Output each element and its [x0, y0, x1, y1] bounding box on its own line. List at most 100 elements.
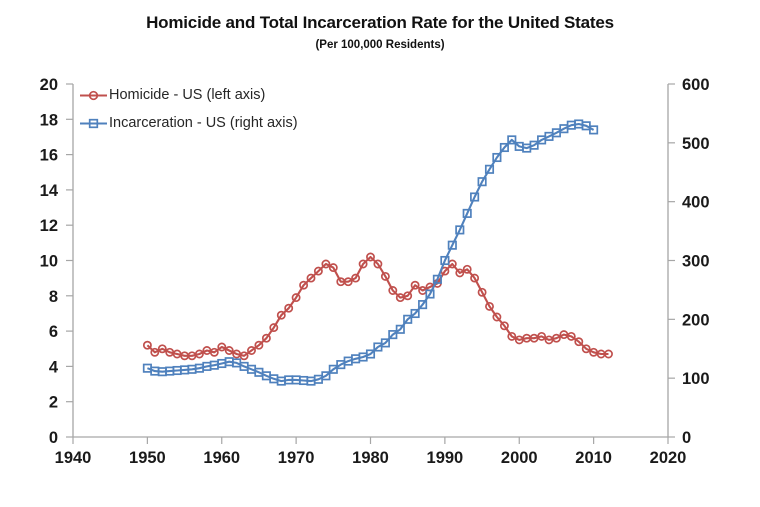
- incarceration-marker: [470, 192, 480, 202]
- homicide-marker: [284, 303, 294, 313]
- y-right-tick-label: 300: [682, 253, 710, 271]
- legend-label-homicide: Homicide - US (left axis): [109, 87, 266, 103]
- homicide-marker: [321, 259, 331, 269]
- homicide-marker: [410, 280, 420, 290]
- incarceration-marker: [418, 300, 428, 310]
- incarceration-marker: [507, 135, 517, 145]
- incarceration-marker: [365, 349, 376, 359]
- x-axis-tick-label: 1990: [427, 449, 464, 467]
- y-left-tick-label: 0: [49, 429, 58, 447]
- y-right-tick-label: 500: [682, 135, 710, 153]
- homicide-marker: [194, 349, 204, 359]
- y-left-tick-label: 18: [40, 111, 58, 129]
- incarceration-marker: [455, 225, 465, 235]
- homicide-marker: [470, 273, 480, 283]
- homicide-marker: [269, 323, 279, 333]
- homicide-marker: [328, 263, 338, 273]
- homicide-marker: [239, 351, 249, 361]
- incarceration-marker: [410, 308, 420, 319]
- y-left-tick-label: 12: [40, 217, 58, 235]
- y-right-tick-label: 100: [682, 370, 710, 388]
- incarceration-marker: [328, 364, 338, 374]
- homicide-marker: [217, 342, 227, 352]
- incarceration-marker: [499, 142, 509, 153]
- incarceration-marker: [432, 274, 442, 284]
- homicide-marker: [574, 337, 584, 347]
- homicide-marker: [492, 312, 502, 322]
- homicide-marker: [276, 310, 286, 320]
- incarceration-marker: [477, 177, 487, 187]
- homicide-marker: [485, 301, 494, 311]
- incarceration-marker: [589, 125, 599, 135]
- homicide-marker: [224, 346, 234, 355]
- x-axis-tick-label: 1970: [278, 449, 315, 467]
- incarceration-marker: [529, 140, 539, 150]
- homicide-marker: [358, 259, 368, 269]
- incarceration-marker: [484, 164, 495, 174]
- incarceration-marker: [321, 371, 331, 381]
- homicide-marker: [157, 344, 167, 354]
- x-axis-tick-label: 1980: [352, 449, 389, 467]
- incarceration-marker: [388, 330, 398, 340]
- homicide-marker: [380, 271, 390, 281]
- x-axis-tick-label: 2020: [650, 449, 687, 467]
- homicide-marker: [455, 268, 465, 278]
- y-left-tick-label: 10: [40, 253, 58, 271]
- incarceration-marker: [492, 152, 502, 163]
- incarceration-marker: [395, 324, 405, 334]
- homicide-marker: [313, 266, 323, 276]
- homicide-marker: [254, 340, 264, 350]
- y-left-tick-label: 8: [49, 288, 58, 306]
- incarceration-marker: [380, 338, 390, 348]
- homicide-marker: [403, 291, 413, 301]
- y-right-tick-label: 400: [682, 194, 710, 212]
- incarceration-marker: [447, 240, 457, 250]
- incarceration-line: [147, 122, 595, 383]
- homicide-marker: [351, 273, 361, 283]
- legend: Homicide - US (left axis) Incarceration …: [80, 81, 298, 137]
- x-axis-tick-label: 2000: [501, 449, 538, 467]
- homicide-marker: [291, 293, 301, 303]
- x-axis-tick-label: 1940: [55, 449, 92, 467]
- legend-item-homicide: Homicide - US (left axis): [80, 81, 298, 109]
- chart-subtitle: (Per 100,000 Residents): [315, 39, 445, 51]
- legend-label-incarceration: Incarceration - US (right axis): [109, 115, 298, 131]
- incarceration-marker: [440, 255, 450, 266]
- y-right-tick-label: 0: [682, 429, 691, 447]
- homicide-marker: [299, 280, 309, 290]
- homicide-marker: [150, 347, 160, 357]
- homicide-marker: [537, 331, 547, 341]
- homicide-marker: [604, 349, 613, 359]
- y-right-tick-label: 600: [682, 76, 710, 94]
- homicide-marker: [507, 331, 517, 341]
- homicide-marker: [142, 340, 152, 350]
- homicide-marker: [477, 287, 487, 297]
- x-axis-tick-label: 2010: [575, 449, 612, 467]
- y-left-tick-label: 2: [49, 394, 58, 412]
- y-left-tick-label: 20: [40, 76, 58, 94]
- homicide-marker: [343, 277, 353, 287]
- y-left-tick-label: 6: [49, 323, 58, 341]
- x-axis-tick-label: 1950: [129, 449, 166, 467]
- homicide-marker: [366, 252, 375, 262]
- incarceration-marker: [425, 289, 435, 299]
- incarceration-marker: [403, 314, 413, 324]
- incarceration-marker: [462, 208, 472, 218]
- incarceration-marker-icon: [80, 118, 107, 128]
- homicide-marker: [247, 346, 256, 355]
- homicide-line: [146, 255, 609, 357]
- x-axis-tick-label: 1960: [203, 449, 240, 467]
- y-right-tick-label: 200: [682, 311, 710, 329]
- homicide-marker: [261, 333, 271, 343]
- y-left-tick-label: 14: [40, 182, 59, 200]
- chart-title: Homicide and Total Incarceration Rate fo…: [146, 13, 614, 32]
- homicide-marker: [499, 321, 509, 331]
- homicide-marker: [566, 331, 576, 341]
- homicide-marker: [373, 259, 383, 269]
- homicide-marker: [209, 347, 219, 357]
- legend-item-incarceration: Incarceration - US (right axis): [80, 109, 298, 137]
- homicide-marker: [306, 273, 316, 283]
- homicide-marker: [388, 286, 398, 295]
